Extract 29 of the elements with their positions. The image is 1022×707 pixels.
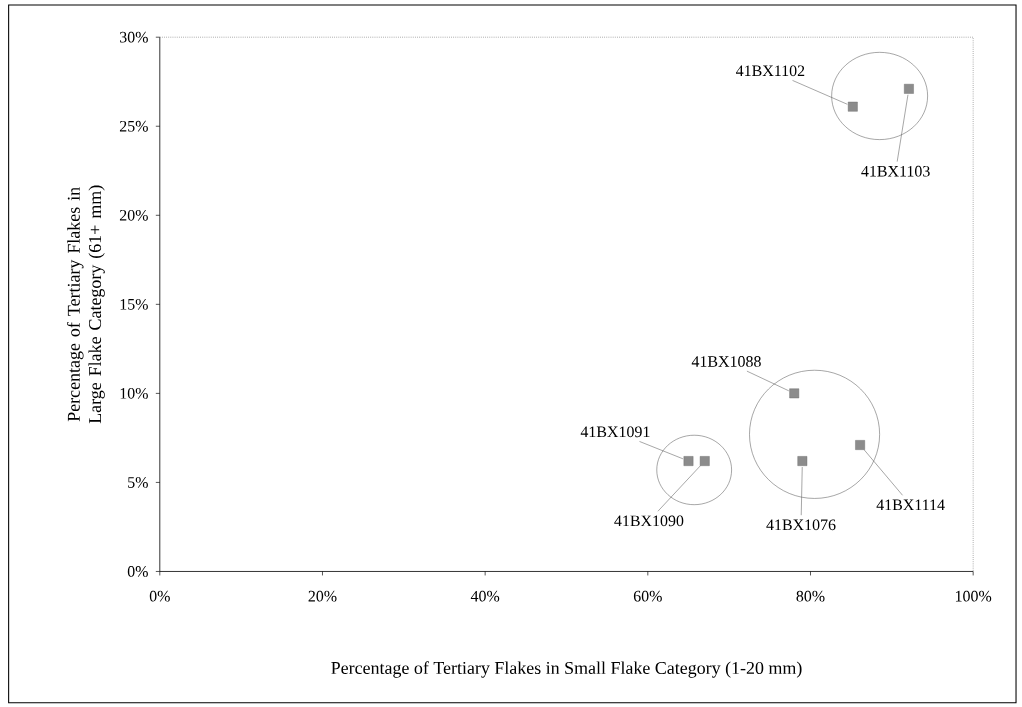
y-tick-label: 5%: [128, 477, 148, 488]
x-tick-label: 60%: [633, 590, 662, 602]
annotation: 41BX1103: [861, 166, 930, 177]
point: [789, 388, 800, 399]
x-tick-label: 0%: [149, 590, 170, 602]
annotation: 41BX1114: [876, 499, 945, 511]
x-tick-label: 100%: [955, 590, 992, 602]
y-tick-label: 0%: [127, 566, 148, 578]
annotation: 41BX1091: [580, 426, 650, 438]
point: [683, 456, 694, 467]
y-tick-label: 10%: [120, 388, 148, 399]
annotation: 41BX1102: [736, 65, 805, 77]
y-tick-label: 25%: [119, 120, 148, 132]
x-tick-label: 20%: [308, 590, 337, 602]
x-tick-label: 40%: [470, 590, 500, 602]
x-tick-label: 80%: [796, 590, 825, 602]
annotation: 41BX1076: [766, 519, 836, 531]
y-tick-label: 20%: [119, 210, 148, 221]
annotation: 41BX1090: [614, 515, 684, 527]
x-axis-title: Percentage of Tertiary Flakes in Small Flake Category (1-20 mm): [331, 661, 802, 678]
point: [797, 456, 808, 467]
point: [904, 84, 914, 94]
y-axis-title: Percentage of Tertiary Flakes in Large Flake Category (61+ mm): [67, 185, 105, 424]
point: [699, 456, 710, 467]
y-tick-label: 15%: [120, 299, 148, 310]
annotation: 41BX1088: [691, 356, 761, 368]
point: [847, 101, 858, 112]
point: [855, 440, 865, 451]
y-tick-label: 30%: [120, 31, 148, 43]
